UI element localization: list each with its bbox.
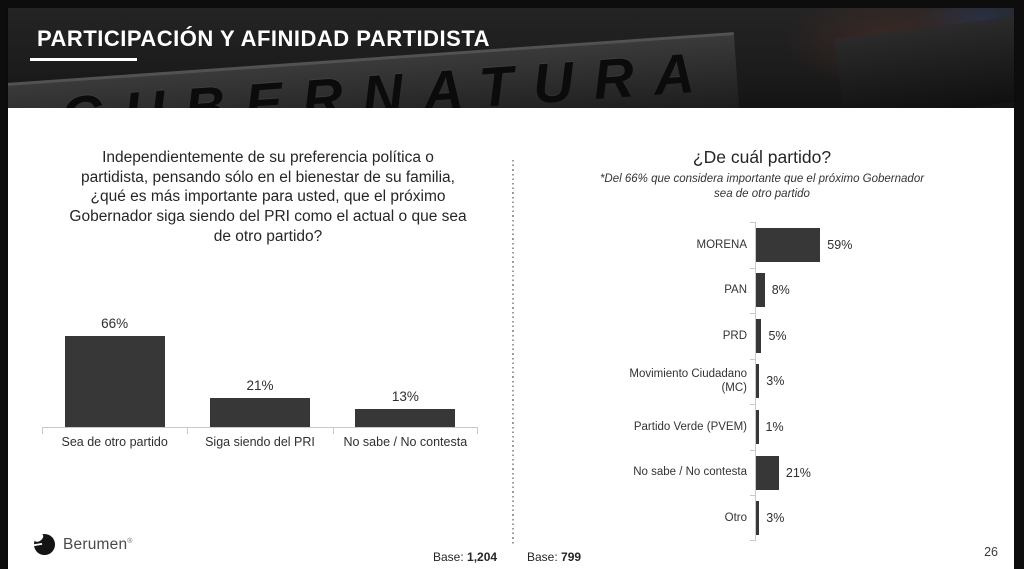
bar-value-label: 3% <box>766 511 785 526</box>
left-bar-chart: 66% 21% 13% <box>42 288 478 434</box>
page-title: PARTICIPACIÓN Y AFINIDAD PARTIDISTA <box>37 26 491 51</box>
axis-tick <box>750 404 755 405</box>
bar-value-label: 3% <box>766 374 785 389</box>
right-chart-axis <box>755 222 756 541</box>
bar-PAN <box>756 273 765 308</box>
bar-MORENA <box>756 227 821 262</box>
axis-tick <box>750 540 755 541</box>
bar-Otro <box>756 501 760 536</box>
right-chart-title: ¿De cuál partido? <box>692 147 832 167</box>
axis-tick <box>750 450 755 451</box>
bar-value-label: 5% <box>768 328 787 343</box>
header-photo-fragment <box>834 14 1014 108</box>
right-base-value: 799 <box>561 550 582 564</box>
axis-tick <box>750 222 755 223</box>
bar-value-label: 21% <box>785 465 811 480</box>
section-divider-dotted <box>512 160 514 545</box>
berumen-logo-icon <box>33 533 56 556</box>
left-base-value: 1,204 <box>467 550 498 564</box>
left-chart-axis <box>42 427 478 428</box>
chart-row-Partido Verde (PVEM): Partido Verde (PVEM) 1% <box>597 404 997 450</box>
axis-tick <box>750 495 755 496</box>
bar-Partido Verde (PVEM) <box>756 410 759 445</box>
axis-tick <box>332 428 334 434</box>
slide: GUBERNATURA PARTICIPACIÓN Y AFINIDAD PAR… <box>8 8 1014 569</box>
chart-row-No sabe / No contesta: No sabe / No contesta 21% <box>597 450 997 496</box>
bar-No sabe / No contesta <box>355 409 456 427</box>
berumen-logo-text: Berumen® <box>63 535 133 553</box>
category-label: PRD <box>722 329 747 342</box>
title-underline <box>30 58 137 62</box>
registered-mark: ® <box>127 537 133 545</box>
chart-row-MORENA: MORENA 59% <box>597 222 997 268</box>
chart-row-Movimiento Ciudadano (MC): Movimiento Ciudadano (MC) 3% <box>597 359 997 405</box>
left-chart-base: Base: 1,204 <box>433 550 498 564</box>
chart-row-PAN: PAN 8% <box>597 268 997 314</box>
bar-value-label: 21% <box>246 378 274 394</box>
slide-header: GUBERNATURA PARTICIPACIÓN Y AFINIDAD PAR… <box>8 8 1014 108</box>
axis-tick <box>42 428 43 434</box>
axis-tick <box>750 268 755 269</box>
bar-PRD <box>756 318 762 353</box>
category-label: No sabe / No contesta <box>633 466 747 479</box>
chart-row-PRD: PRD 5% <box>597 313 997 359</box>
bar-value-label: 59% <box>827 237 853 252</box>
bar-value-label: 66% <box>101 315 129 331</box>
bar-value-label: 13% <box>391 389 419 405</box>
berumen-logo: Berumen® <box>33 532 133 557</box>
bar-value-label: 8% <box>771 283 790 298</box>
left-question-text: Independientemente de su preferencia pol… <box>69 149 467 245</box>
axis-tick <box>187 428 189 434</box>
page-number: 26 <box>984 545 998 559</box>
bar-Movimiento Ciudadano (MC) <box>756 364 760 399</box>
bar-value-label: 1% <box>765 420 784 435</box>
right-chart-base: Base: 799 <box>527 550 582 564</box>
bar-Sea de otro partido <box>64 335 165 427</box>
category-label: Siga siendo del PRI <box>205 435 315 449</box>
category-label: Partido Verde (PVEM) <box>633 420 747 433</box>
category-label: MORENA <box>696 238 747 251</box>
chart-row-Otro: Otro 3% <box>597 495 997 541</box>
axis-tick <box>750 359 755 360</box>
category-label: No sabe / No contesta <box>343 435 468 449</box>
right-chart-subtitle: *Del 66% que considera importante que el… <box>599 173 925 200</box>
right-bar-chart: MORENA 59% PAN 8% PRD 5% Movimiento Ciudadano … <box>597 222 997 541</box>
axis-tick <box>750 313 755 314</box>
axis-tick <box>477 428 478 434</box>
category-label: Sea de otro partido <box>61 435 168 449</box>
bar-No sabe / No contesta <box>756 455 779 490</box>
bar-Siga siendo del PRI <box>210 398 310 427</box>
category-label: Otro <box>724 512 747 525</box>
category-label: PAN <box>724 284 747 297</box>
left-chart-category-labels: Sea de otro partido Siga siendo del PRI No… <box>42 435 478 449</box>
category-label: Movimiento Ciudadano (MC) <box>629 368 747 395</box>
